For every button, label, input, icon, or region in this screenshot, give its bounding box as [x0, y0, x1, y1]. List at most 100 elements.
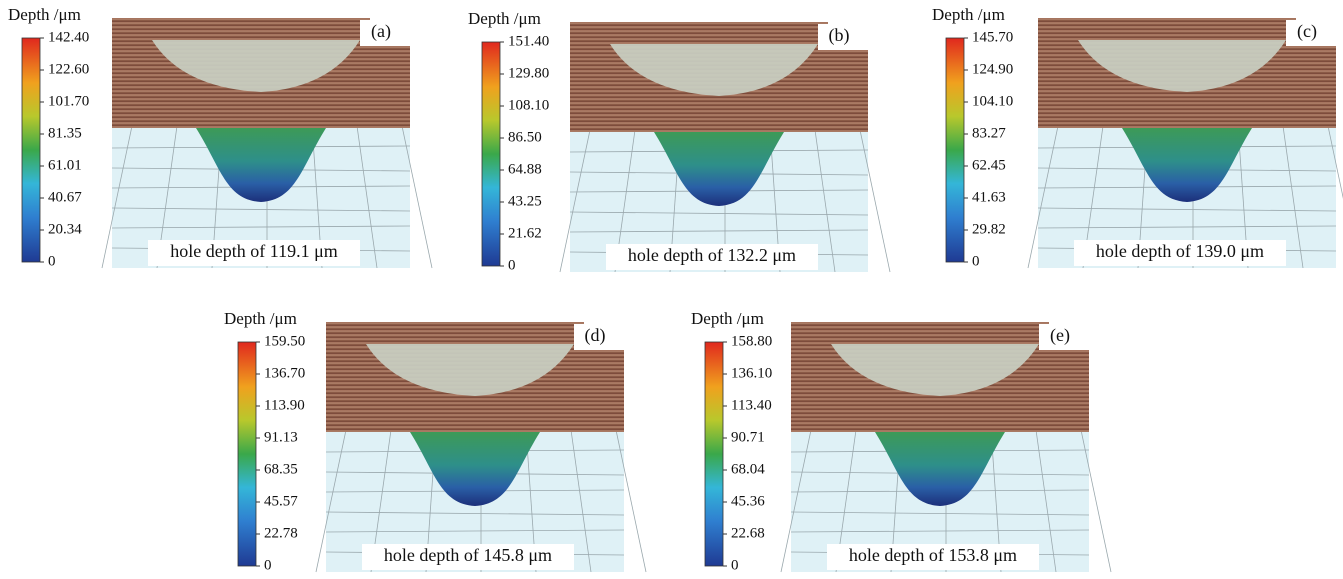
panel-label: (b) [829, 25, 850, 46]
label-bg [1286, 20, 1328, 46]
grid-line [356, 125, 378, 269]
grid-line [1027, 125, 1059, 269]
label-bg [818, 24, 860, 50]
label-bg [1039, 324, 1081, 350]
hole-opening [831, 344, 1039, 396]
colorbar-tick-label: 43.25 [508, 193, 542, 209]
panel: Depth /μm 158.80 136.10 113.40 90.71 68.04 45.… [691, 309, 1112, 573]
grid-line [401, 125, 433, 269]
colorbar-tick-label: 129.80 [508, 65, 549, 81]
colorbar-tick-label: 104.10 [972, 93, 1013, 109]
hole-opening [366, 344, 574, 396]
grid-line [1080, 429, 1112, 573]
colorbar-tick-label: 61.01 [48, 157, 82, 173]
colorbar-tick-label: 90.71 [731, 429, 765, 445]
colorbar-tick-label: 45.57 [264, 493, 298, 509]
colorbar-tick-label: 122.60 [48, 61, 89, 77]
colorbar-tick-label: 158.80 [731, 333, 772, 349]
grid-line [859, 129, 891, 273]
colorbar-tick-label: 21.62 [508, 225, 542, 241]
colorbar-title: Depth /μm [8, 5, 81, 24]
panel-label: (a) [371, 21, 391, 42]
colorbar [481, 41, 501, 267]
grid-line [615, 429, 647, 573]
colorbar-tick-label: 81.35 [48, 125, 82, 141]
panel: Depth /μm 159.50 136.70 113.90 91.13 68.35 45.… [224, 309, 647, 573]
grid-line [1282, 125, 1304, 269]
hole-image: (c) hole depth of 139.0 μm [1027, 18, 1343, 269]
label-bg [360, 20, 402, 46]
grid-line [1035, 429, 1057, 573]
grid-line [790, 511, 1090, 516]
caption-bg [1074, 240, 1286, 266]
hole-image: (e) hole depth of 153.8 μm [780, 322, 1112, 573]
grid-line [101, 125, 133, 269]
caption-bg [148, 240, 360, 266]
colorbar-tick-label: 159.50 [264, 333, 305, 349]
colorbar-tick-label: 0 [972, 253, 980, 269]
caption: hole depth of 145.8 μm [384, 545, 552, 565]
hole-cone [875, 432, 1005, 506]
hole-image: (d) hole depth of 145.8 μm [315, 322, 647, 573]
colorbar-tick-label: 45.36 [731, 493, 765, 509]
colorbar-tick-label: 124.90 [972, 61, 1013, 77]
caption-bg [606, 244, 818, 270]
panel-label: (d) [585, 325, 606, 346]
colorbar-title: Depth /μm [691, 309, 764, 328]
colorbar-tick-label: 64.88 [508, 161, 542, 177]
colorbar-tick-label: 83.27 [972, 125, 1006, 141]
colorbar-tick-label: 108.10 [508, 97, 549, 113]
colorbar-tick-label: 0 [264, 557, 272, 573]
hole-cone [1122, 128, 1252, 202]
colorbar-tick-label: 91.13 [264, 429, 298, 445]
label-bg [574, 324, 616, 350]
grid-line [1037, 207, 1337, 212]
colorbar-tick-label: 0 [48, 253, 56, 269]
panel: Depth /μm 151.40 129.80 108.10 86.50 64.88 43.… [468, 9, 891, 273]
grid-line [111, 207, 411, 212]
colorbar-tick-label: 40.67 [48, 189, 82, 205]
colorbar-tick-label: 151.40 [508, 33, 549, 49]
grid-line [111, 225, 411, 229]
hole-image: (b) hole depth of 132.2 μm [559, 22, 891, 273]
colorbar-tick-label: 62.45 [972, 157, 1006, 173]
caption: hole depth of 119.1 μm [170, 241, 337, 261]
grid-line [780, 429, 812, 573]
colorbar-tick-label: 29.82 [972, 221, 1006, 237]
hole-cone [654, 132, 784, 206]
panel-label: (c) [1297, 21, 1317, 42]
colorbar-tick-label: 145.70 [972, 29, 1013, 45]
grid-line [315, 429, 347, 573]
panel-label: (e) [1050, 325, 1070, 346]
colorbar-tick-label: 136.70 [264, 365, 305, 381]
caption: hole depth of 132.2 μm [628, 245, 796, 265]
panel: Depth /μm 142.40 122.60 101.70 81.35 61.01 40.… [8, 5, 433, 269]
colorbar-tick-label: 0 [731, 557, 739, 573]
grid-line [790, 529, 1090, 533]
hole-image: (a) hole depth of 119.1 μm [101, 18, 433, 269]
colorbar [21, 37, 41, 263]
grid-line [570, 429, 592, 573]
colorbar-tick-label: 68.35 [264, 461, 298, 477]
caption-bg [362, 544, 574, 570]
hole-opening [152, 40, 360, 92]
colorbar-tick-label: 101.70 [48, 93, 89, 109]
hole-opening [610, 44, 818, 96]
colorbar [237, 341, 257, 567]
colorbar-title: Depth /μm [224, 309, 297, 328]
colorbar-tick-label: 142.40 [48, 29, 89, 45]
grid-line [1037, 225, 1337, 229]
caption: hole depth of 153.8 μm [849, 545, 1017, 565]
grid-line [814, 129, 836, 273]
colorbar-tick-label: 136.10 [731, 365, 772, 381]
colorbar-tick-label: 86.50 [508, 129, 542, 145]
hole-opening [1078, 40, 1286, 92]
caption: hole depth of 139.0 μm [1096, 241, 1264, 261]
panel: Depth /μm 145.70 124.90 104.10 83.27 62.45 41.… [932, 5, 1343, 269]
colorbar-tick-label: 113.90 [264, 397, 305, 413]
colorbar-title: Depth /μm [932, 5, 1005, 24]
grid-line [569, 211, 869, 216]
colorbar-tick-label: 68.04 [731, 461, 765, 477]
grid-line [1327, 125, 1343, 199]
